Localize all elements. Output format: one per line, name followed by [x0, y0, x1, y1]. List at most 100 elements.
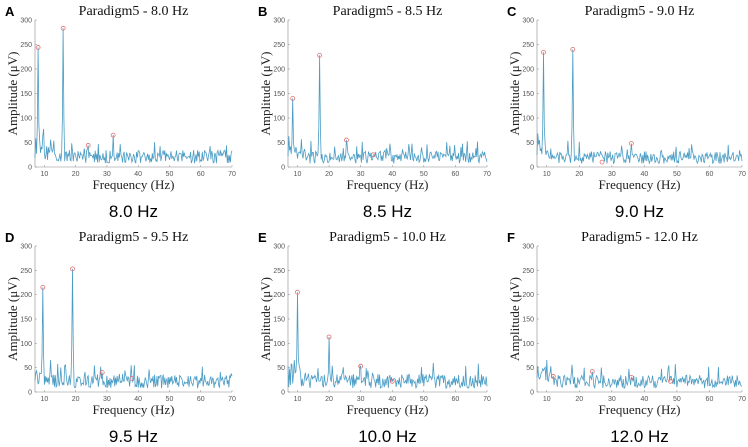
x-tick-label: 10	[40, 396, 48, 403]
x-axis-label: Frequency (Hz)	[93, 402, 175, 417]
subplot-c: C Paradigm5 - 9.0 Hz 0 50 100 150 200 250 300 10 2…	[507, 4, 746, 221]
x-tick-label: 30	[103, 396, 111, 403]
x-axis-label: Frequency (Hz)	[93, 177, 175, 192]
x-tick-label: 40	[388, 171, 396, 178]
x-tick-label: 70	[738, 396, 746, 403]
x-tick-label: 40	[640, 171, 648, 178]
peak-marker	[290, 96, 296, 101]
chart-title: Paradigm5 - 10.0 Hz	[329, 230, 446, 245]
peak-marker	[599, 159, 605, 165]
x-tick-label: 60	[706, 396, 714, 403]
y-tick-label: 50	[24, 140, 32, 147]
y-tick-label: 200	[20, 292, 32, 299]
peak-marker	[60, 25, 66, 31]
spectrum-line	[287, 292, 488, 389]
y-tick-label: 200	[522, 292, 534, 299]
y-tick-label: 200	[273, 292, 285, 299]
subplot-f: F Paradigm5 - 12.0 Hz 0 50 100 150 200 250 300 10…	[507, 230, 746, 446]
spectrum-line	[287, 55, 488, 164]
y-axis-label: Amplitude (μV)	[5, 52, 20, 136]
peak-marker	[541, 49, 546, 55]
y-tick-label: 100	[20, 116, 32, 123]
peak-marker	[668, 378, 673, 384]
peak-marker	[389, 378, 395, 384]
x-axis-label: Frequency (Hz)	[599, 177, 681, 192]
x-tick-label: 70	[228, 171, 236, 178]
panel-letter: C	[507, 4, 517, 19]
x-tick-label: 70	[483, 171, 491, 178]
x-tick-label: 20	[72, 171, 80, 178]
y-tick-label: 300	[20, 18, 32, 25]
frequency-caption: 9.0 Hz	[615, 202, 664, 221]
y-tick-label: 300	[273, 244, 285, 251]
peak-marker	[35, 45, 41, 50]
y-tick-label: 0	[281, 390, 285, 397]
peak-marker	[628, 141, 634, 146]
panel-letter: A	[5, 4, 15, 19]
peak-marker	[40, 284, 46, 290]
y-tick-label: 0	[530, 165, 534, 172]
x-tick-label: 30	[608, 396, 616, 403]
spectrum-line	[34, 268, 233, 389]
peak-marker	[628, 374, 634, 380]
x-tick-label: 30	[357, 171, 365, 178]
y-tick-label: 50	[526, 365, 534, 372]
subplot-e: E Paradigm5 - 10.0 Hz 0 50 100 150 200 250 300 10…	[258, 230, 491, 446]
spectrum-line	[536, 359, 742, 390]
x-tick-label: 60	[197, 396, 205, 403]
subplot-d: D Paradigm5 - 9.5 Hz 0 50 100 150 200 250 300 10 2…	[5, 230, 236, 446]
x-tick-label: 50	[166, 396, 174, 403]
y-tick-label: 300	[522, 244, 534, 251]
x-tick-label: 10	[40, 171, 48, 178]
peak-marker	[99, 370, 105, 375]
peak-marker	[370, 152, 376, 158]
y-axis-label: Amplitude (μV)	[5, 277, 20, 361]
y-tick-label: 50	[24, 365, 32, 372]
chart-title: Paradigm5 - 8.0 Hz	[79, 4, 189, 19]
peak-marker	[110, 132, 116, 138]
y-tick-label: 50	[277, 140, 285, 147]
x-tick-label: 30	[608, 171, 616, 178]
x-axis-label: Frequency (Hz)	[347, 177, 429, 192]
y-tick-label: 200	[273, 67, 285, 74]
y-tick-label: 50	[526, 140, 534, 147]
peak-marker	[589, 369, 595, 374]
x-tick-label: 60	[452, 396, 460, 403]
y-axis-label: Amplitude (μV)	[258, 52, 273, 136]
x-tick-label: 40	[388, 396, 396, 403]
x-tick-label: 70	[738, 171, 746, 178]
peak-marker	[570, 47, 576, 52]
x-tick-label: 50	[420, 171, 428, 178]
peak-marker	[129, 375, 135, 381]
x-tick-label: 10	[543, 171, 551, 178]
chart-title: Paradigm5 - 12.0 Hz	[581, 230, 698, 245]
x-tick-label: 20	[575, 396, 583, 403]
peak-marker	[70, 266, 75, 272]
frequency-caption: 8.5 Hz	[363, 202, 412, 221]
x-tick-label: 40	[134, 171, 142, 178]
y-axis-label: Amplitude (μV)	[507, 52, 522, 136]
x-tick-label: 60	[452, 171, 460, 178]
chart-title: Paradigm5 - 8.5 Hz	[333, 4, 443, 19]
y-tick-label: 150	[20, 317, 32, 324]
y-tick-label: 50	[277, 365, 285, 372]
y-tick-label: 0	[28, 390, 32, 397]
peak-marker	[358, 363, 364, 369]
x-tick-label: 50	[673, 396, 681, 403]
y-tick-label: 100	[20, 341, 32, 348]
y-tick-label: 0	[281, 165, 285, 172]
y-tick-label: 300	[20, 244, 32, 251]
x-tick-label: 20	[72, 396, 80, 403]
x-tick-label: 60	[197, 171, 205, 178]
y-tick-label: 150	[273, 91, 285, 98]
y-tick-label: 100	[273, 116, 285, 123]
x-axis-label: Frequency (Hz)	[599, 402, 681, 417]
x-tick-label: 20	[575, 171, 583, 178]
x-tick-label: 20	[325, 171, 333, 178]
frequency-caption: 9.5 Hz	[109, 427, 158, 446]
x-tick-label: 30	[103, 171, 111, 178]
y-tick-label: 100	[273, 341, 285, 348]
x-tick-label: 60	[706, 171, 714, 178]
peak-marker	[317, 52, 322, 58]
